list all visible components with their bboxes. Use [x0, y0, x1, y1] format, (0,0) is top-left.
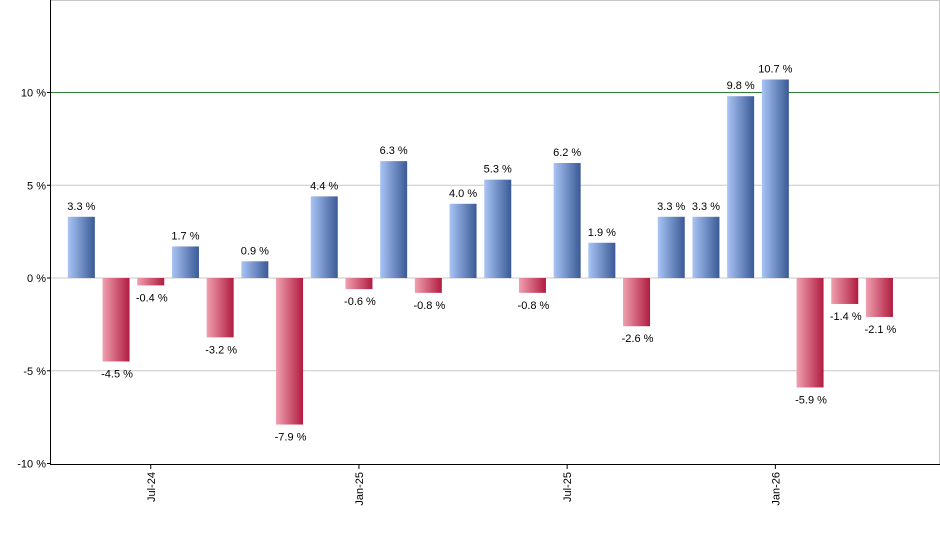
bar-value-label: 3.3 %: [692, 201, 720, 213]
y-tick-label: -5 %: [23, 366, 46, 378]
x-tick-label: Jan-25: [354, 472, 366, 506]
data-labels-layer: 3.3 % -4.5 % -0.4 % 1.7 % -3.2 % 0.9 % -7.9 % 4…: [67, 64, 896, 444]
bar: [623, 278, 651, 327]
bar: [414, 278, 442, 293]
bar-value-label: 6.3 %: [380, 145, 408, 157]
x-tick-label: Jan-26: [770, 472, 782, 506]
bar: [345, 278, 373, 290]
y-tick-label: 10 %: [21, 88, 46, 100]
bar: [727, 96, 755, 279]
bar: [67, 216, 95, 278]
bar: [241, 261, 269, 278]
bar-value-label: 3.3 %: [67, 201, 95, 213]
bar-value-label: 9.8 %: [727, 80, 755, 92]
bar-value-label: 6.2 %: [553, 147, 581, 159]
bar: [310, 196, 338, 278]
bar-value-label: -1.4 %: [830, 311, 862, 323]
bar: [171, 246, 199, 278]
x-tick-label: Jul-25: [562, 472, 574, 502]
y-tick-label: -10 %: [17, 459, 46, 471]
bar-value-label: 3.3 %: [657, 201, 685, 213]
bar: [796, 278, 824, 388]
bar: [484, 179, 512, 278]
bar-value-label: -3.2 %: [205, 344, 237, 356]
bar-value-label: 1.9 %: [588, 227, 616, 239]
bar: [102, 278, 130, 362]
bar-value-label: 4.0 %: [449, 188, 477, 200]
bar-value-label: -4.5 %: [101, 368, 133, 380]
bars-layer: [67, 79, 893, 425]
bar-value-label: 4.4 %: [310, 180, 338, 192]
bar: [761, 79, 789, 278]
bar: [206, 278, 234, 338]
bar: [449, 203, 477, 278]
bar-value-label: -0.4 %: [136, 292, 168, 304]
bar-value-label: 5.3 %: [484, 164, 512, 176]
bar-value-label: -0.8 %: [413, 300, 445, 312]
bar-value-label: -7.9 %: [275, 432, 307, 444]
bar: [865, 278, 893, 317]
bar: [276, 278, 304, 425]
bar: [831, 278, 859, 304]
bar: [137, 278, 165, 286]
bar: [518, 278, 546, 293]
bar-value-label: -5.9 %: [795, 394, 827, 406]
x-tick-label: Jul-24: [146, 472, 158, 502]
bar-value-label: -0.8 %: [518, 300, 550, 312]
bar: [380, 161, 408, 278]
bar-value-label: 10.7 %: [758, 64, 792, 76]
bar-value-label: 1.7 %: [171, 230, 199, 242]
bar: [692, 216, 720, 278]
bar-value-label: 0.9 %: [241, 245, 269, 257]
y-tick-label: 5 %: [27, 180, 46, 192]
bar-value-label: -0.6 %: [344, 296, 376, 308]
bar-value-label: -2.6 %: [622, 333, 654, 345]
bar: [553, 162, 581, 278]
bar: [588, 242, 616, 278]
bar-value-label: -2.1 %: [865, 324, 897, 336]
y-tick-label: 0 %: [27, 273, 46, 285]
axes-layer: 10 % 5 % 0 % -5 % -10 % Jul-24 Jan-25 Jul-25 Jan…: [17, 0, 940, 506]
bar: [657, 216, 685, 278]
